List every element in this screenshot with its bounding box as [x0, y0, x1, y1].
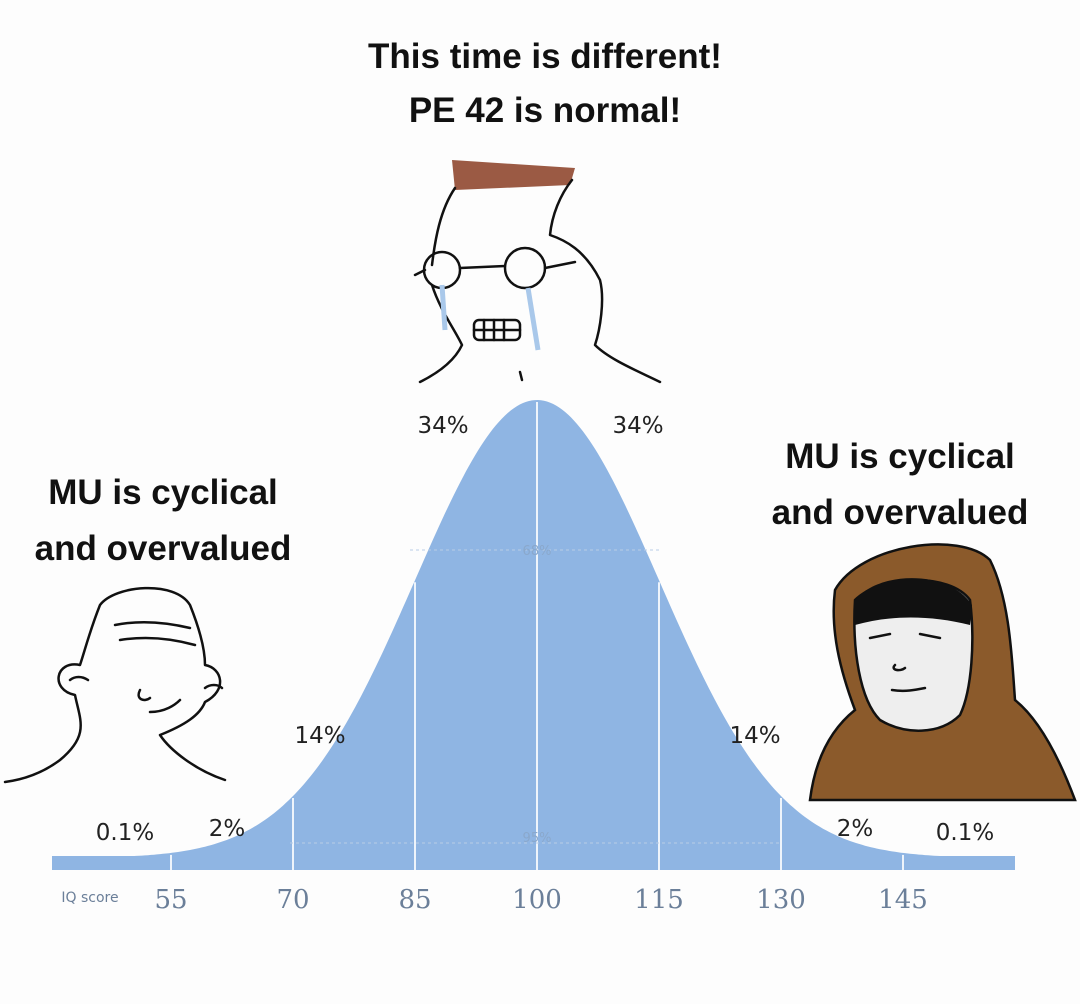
segment-label: 2%: [837, 816, 874, 842]
head-outline: [418, 178, 662, 384]
right-caption: and overvalued: [772, 493, 1029, 532]
forehead: [113, 620, 197, 647]
crying-wojak: [413, 160, 662, 384]
right-caption: MU is cyclical: [785, 437, 1015, 476]
teeth-lines: [472, 318, 524, 382]
axis-tick-label: 100: [512, 885, 562, 915]
axis-tick-label: 85: [398, 885, 431, 915]
segment-label: 2%: [209, 816, 246, 842]
top-caption: PE 42 is normal!: [409, 91, 681, 130]
hair: [452, 160, 575, 190]
axis-tick-label: 55: [154, 885, 187, 915]
face-features: [68, 675, 224, 714]
curve-area: [52, 400, 1015, 858]
segment-label: 14%: [729, 723, 780, 749]
band-label: 95%: [523, 831, 552, 846]
top-caption: This time is different!: [368, 37, 722, 76]
left-caption: and overvalued: [35, 529, 292, 568]
band-label: 68%: [523, 544, 552, 559]
base-band: [52, 856, 1015, 870]
axis-tick-label: 130: [756, 885, 806, 915]
segment-label: 0.1%: [936, 820, 994, 846]
tears: [439, 284, 541, 351]
dividers: [170, 402, 904, 870]
axis-ticks: 55 70 85 100 115 130 145: [154, 885, 927, 915]
axis-tick-label: 115: [634, 885, 684, 915]
axis-tick-label: 70: [276, 885, 309, 915]
segment-label: 34%: [612, 413, 663, 439]
axis-label: IQ score: [61, 890, 118, 906]
hair: [855, 578, 972, 625]
segment-label: 14%: [294, 723, 345, 749]
glasses-bridge: [413, 260, 577, 277]
hooded-figure: [808, 543, 1077, 802]
axis-tick-label: 145: [878, 885, 928, 915]
left-caption: MU is cyclical: [48, 473, 278, 512]
head-outline: [3, 586, 227, 784]
bell-curve: [52, 400, 1015, 870]
face-features: [868, 632, 942, 693]
simple-wojak: [3, 586, 227, 784]
segment-label: 34%: [417, 413, 468, 439]
segment-label: 0.1%: [96, 820, 154, 846]
